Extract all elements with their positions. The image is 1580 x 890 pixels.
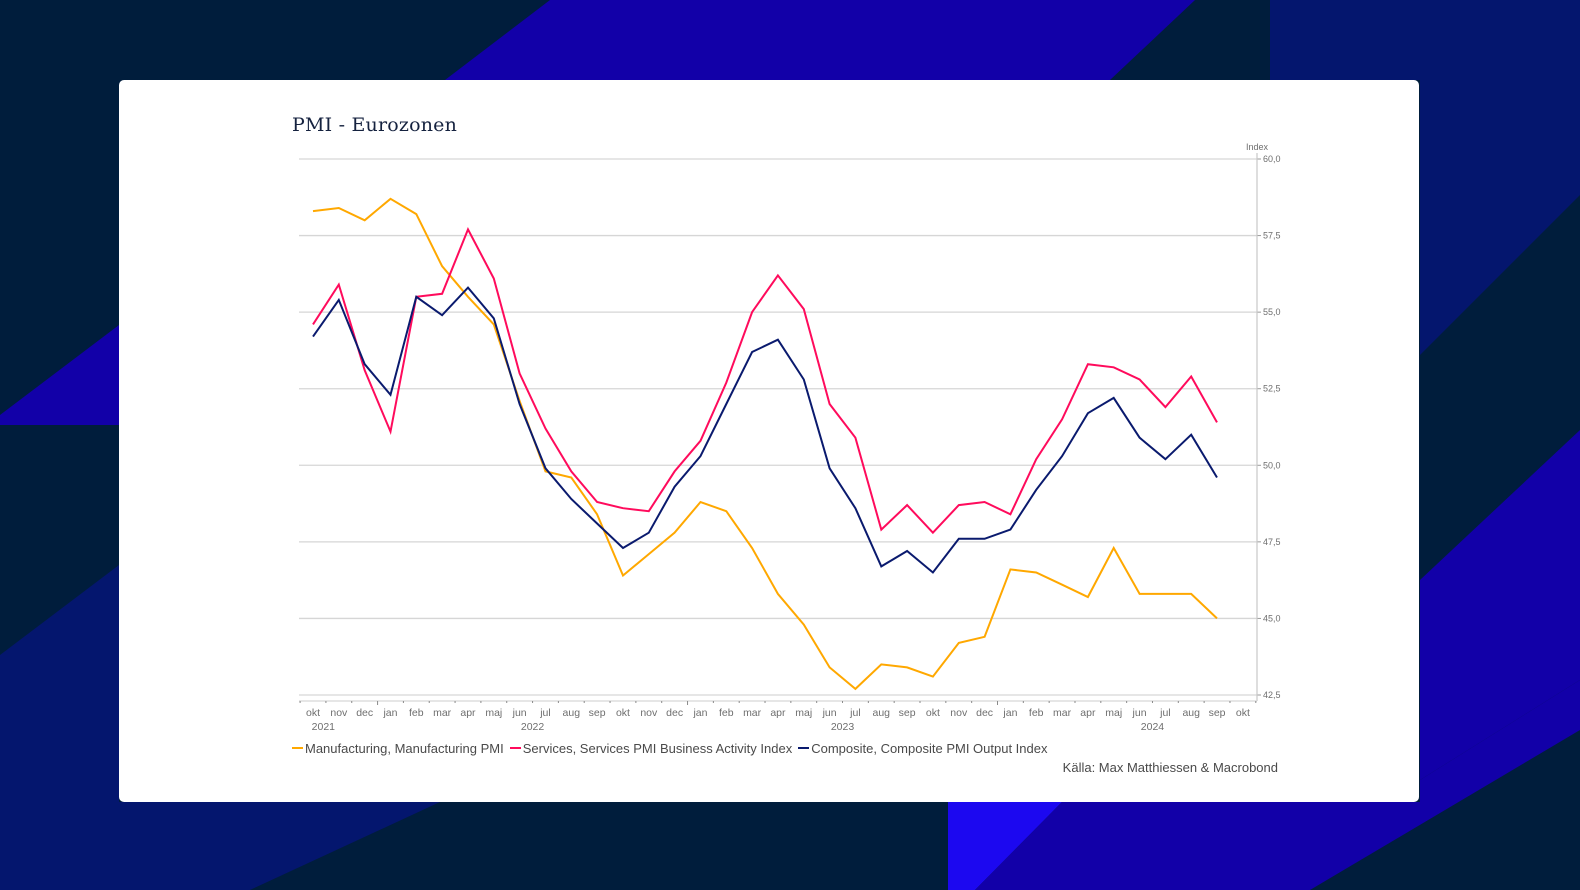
chart-legend: Manufacturing, Manufacturing PMI Service… [292,739,1053,757]
x-year-label: 2024 [1141,721,1165,733]
source-note: Källa: Max Matthiessen & Macrobond [1062,760,1278,775]
y-tick-label: 57,5 [1263,231,1281,241]
bg-shape-right-blue-1 [1420,430,1580,780]
bg-shape-right-navy [1270,0,1580,355]
x-tick-label: aug [872,707,890,719]
series-line-manufacturing [312,197,1218,691]
x-tick-label: feb [1029,707,1044,719]
x-tick-label: nov [330,707,348,719]
y-tick-label: 50,0 [1263,460,1281,470]
x-year-label: 2021 [312,721,336,733]
x-tick-label: jul [1159,707,1171,719]
x-tick-label: mar [433,707,452,719]
x-year-label: 2023 [831,721,855,733]
y-tick-label: 52,5 [1263,384,1281,394]
x-tick-label: jun [822,707,837,719]
y-tick-label: 45,0 [1263,613,1281,623]
legend-label-composite: Composite, Composite PMI Output Index [811,740,1048,756]
x-tick-label: dec [976,707,993,719]
x-tick-label: okt [306,707,320,719]
x-tick-label: maj [1105,707,1122,719]
y-tick-label: 60,0 [1263,154,1281,164]
x-tick-label: apr [460,707,476,719]
x-tick-label: okt [926,707,940,719]
chart-title: PMI - Eurozonen [292,114,458,136]
y-axis-unit-label: Index [1246,142,1269,152]
legend-item-services: Services, Services PMI Business Activity… [509,740,793,756]
legend-label-services: Services, Services PMI Business Activity… [522,740,793,756]
x-tick-label: sep [589,707,606,719]
y-tick-label: 42,5 [1263,690,1281,700]
bg-shape-bottom-navy [119,802,440,890]
y-tick-label: 55,0 [1263,307,1281,317]
x-tick-label: nov [640,707,658,719]
y-tick-label: 47,5 [1263,537,1281,547]
x-tick-label: feb [409,707,424,719]
x-tick-label: dec [666,707,683,719]
legend-label-manufacturing: Manufacturing, Manufacturing PMI [305,740,504,756]
x-tick-label: mar [743,707,762,719]
x-tick-label: jan [692,707,707,719]
x-tick-label: okt [616,707,630,719]
bg-shape-bottom-bright [948,802,1062,890]
series-lines [312,197,1218,691]
x-tick-label: aug [1182,707,1200,719]
legend-item-manufacturing: Manufacturing, Manufacturing PMI [292,741,504,756]
bg-shape-bottom-blue [975,680,1580,890]
x-tick-label: maj [795,707,812,719]
x-tick-label: sep [899,707,916,719]
x-tick-label: apr [1080,707,1096,719]
x-tick-label: jan [382,707,397,719]
x-tick-label: aug [563,707,581,719]
bg-shape-top-dark [1110,0,1270,80]
x-tick-label: dec [356,707,373,719]
x-tick-label: jul [539,707,551,719]
x-tick-label: mar [1053,707,1072,719]
x-year-label: 2022 [521,721,545,733]
x-tick-label: jun [1132,707,1147,719]
series-line-composite [312,286,1218,574]
x-tick-label: feb [719,707,734,719]
x-tick-label: maj [485,707,502,719]
x-tick-label: jul [849,707,861,719]
x-tick-label: okt [1236,707,1250,719]
x-tick-label: jun [512,707,527,719]
legend-item-composite: Composite, Composite PMI Output Index [798,741,1047,756]
legend-swatch-manufacturing [292,747,303,749]
chart-card [119,80,1419,802]
x-tick-label: jan [1002,707,1017,719]
x-tick-label: sep [1209,707,1226,719]
legend-swatch-services [509,747,521,749]
gridlines [299,158,1257,696]
x-tick-label: apr [770,707,786,719]
bg-shape-left-navy [0,565,119,890]
bg-shape-top-blue [445,0,1195,80]
bg-shape-left-blue [0,325,119,425]
x-tick-label: nov [950,707,968,719]
series-line-services [312,227,1218,535]
legend-swatch-composite [798,747,810,749]
